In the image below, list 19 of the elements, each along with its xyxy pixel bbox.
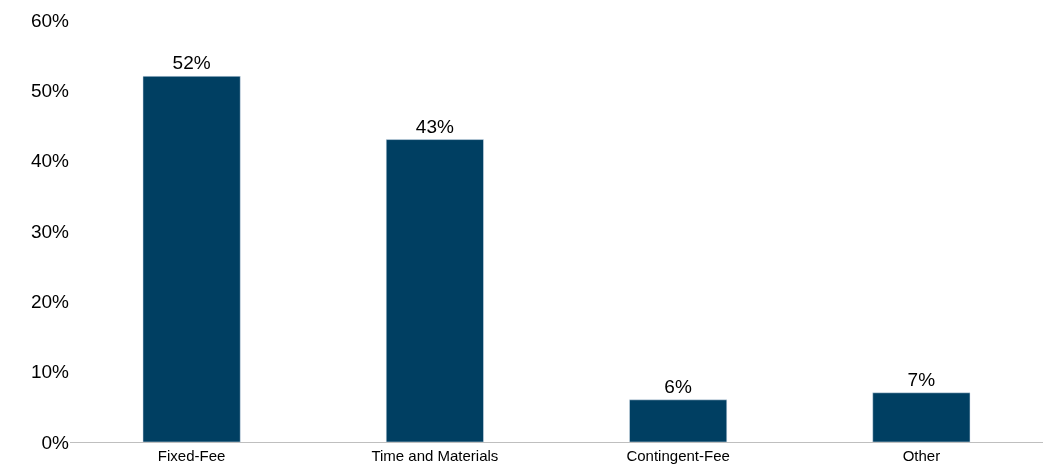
x-tick-label: Time and Materials: [371, 447, 499, 464]
x-tick-label: Contingent-Fee: [626, 447, 730, 464]
bar: [385, 139, 484, 442]
y-tick-label: 10%: [30, 361, 70, 383]
data-label: 43%: [415, 115, 454, 137]
bar: [872, 392, 971, 442]
y-tick-label: 40%: [30, 150, 70, 172]
y-tick-label: 20%: [30, 290, 70, 312]
y-tick-label: 0%: [41, 431, 70, 453]
data-label: 7%: [907, 368, 936, 390]
y-tick-label: 60%: [30, 9, 70, 31]
x-tick-label: Fixed-Fee: [157, 447, 226, 464]
y-tick-label: 50%: [30, 79, 70, 101]
y-tick-label: 30%: [30, 220, 70, 242]
bar: [629, 399, 728, 442]
bar: [142, 76, 241, 442]
x-tick-label: Other: [902, 447, 941, 464]
data-label: 6%: [664, 375, 692, 397]
data-label: 52%: [172, 52, 211, 74]
